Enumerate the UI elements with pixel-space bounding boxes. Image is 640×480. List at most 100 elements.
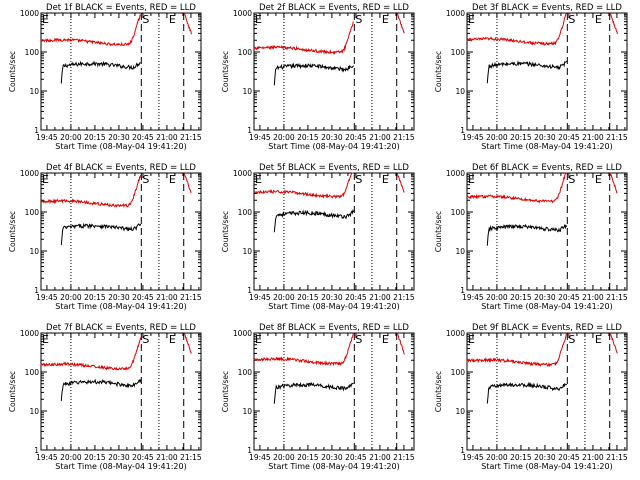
x-tick-label: 20:15 (297, 133, 319, 142)
marker-label-e: E (382, 333, 389, 346)
y-axis-label: Counts/sec (434, 371, 443, 412)
y-tick-label: 10 (29, 247, 39, 256)
x-tick-label: 21:00 (156, 133, 178, 142)
x-tick-label: 20:30 (534, 133, 556, 142)
panel-5: Det 5f BLACK = Events, RED = LLD 1 10 100 10… (221, 163, 415, 311)
y-tick-label: 100 (238, 208, 253, 217)
x-tick-label: 20:45 (558, 293, 580, 302)
x-tick-label: 20:45 (345, 133, 367, 142)
marker-label-s: S (568, 173, 575, 186)
panel-7: Det 7f BLACK = Events, RED = LLD 1 10 100 10… (8, 323, 202, 471)
y-tick-label: 1 (460, 286, 465, 295)
x-axis-label: Start Time (08-May-04 19:41:20) (481, 462, 612, 471)
panel-title: Det 4f BLACK = Events, RED = LLD (46, 163, 196, 173)
x-tick-label: 20:30 (321, 133, 343, 142)
x-tick-label: 20:45 (132, 453, 154, 462)
y-tick-label: 100 (25, 208, 40, 217)
y-tick-label: 1 (34, 286, 39, 295)
panel-3: Det 3f BLACK = Events, RED = LLD 1 10 100 10… (434, 3, 628, 151)
y-tick-label: 100 (25, 48, 40, 57)
x-tick-label: 20:15 (84, 293, 106, 302)
marker-label-e: E (595, 13, 602, 26)
x-tick-label: 20:15 (510, 293, 532, 302)
y-axis-label: Counts/sec (221, 51, 230, 92)
x-tick-label: 20:45 (132, 133, 154, 142)
x-tick-label: 20:45 (345, 453, 367, 462)
lld-series-line-tail (184, 333, 192, 354)
y-axis-label: Counts/sec (434, 211, 443, 252)
y-axis-label: Counts/sec (221, 371, 230, 412)
x-tick-label: 20:30 (108, 133, 130, 142)
x-tick-label: 20:00 (273, 133, 295, 142)
x-tick-label: 21:00 (582, 293, 604, 302)
panel-title: Det 8f BLACK = Events, RED = LLD (259, 323, 409, 333)
x-tick-label: 19:45 (249, 133, 271, 142)
lld-series-line (253, 332, 355, 367)
y-tick-label: 100 (238, 48, 253, 57)
y-tick-label: 10 (29, 407, 39, 416)
y-tick-label: 1 (247, 446, 252, 455)
lld-series-line-tail (609, 172, 618, 194)
x-axis-label: Start Time (08-May-04 19:41:20) (55, 302, 186, 311)
y-tick-label: 10 (29, 87, 39, 96)
plot-frame (466, 172, 628, 291)
y-tick-label: 1 (247, 286, 252, 295)
events-series-line (486, 223, 568, 246)
events-series-line (273, 208, 355, 233)
x-tick-label: 21:00 (156, 453, 178, 462)
y-tick-label: 1000 (20, 169, 39, 178)
y-tick-label: 100 (451, 208, 466, 217)
plot-frame (253, 332, 415, 451)
y-tick-label: 1 (34, 126, 39, 135)
x-tick-label: 20:00 (486, 293, 508, 302)
marker-label-e: E (169, 173, 176, 186)
plot-frame (40, 172, 202, 291)
lld-series-line-tail (396, 332, 405, 355)
x-tick-label: 21:15 (393, 293, 415, 302)
x-axis-label: Start Time (08-May-04 19:41:20) (481, 142, 612, 151)
y-axis-label: Counts/sec (8, 371, 17, 412)
y-axis-label: Counts/sec (8, 51, 17, 92)
y-tick-label: 1000 (446, 329, 465, 338)
plot-frame (40, 12, 202, 131)
x-tick-label: 20:30 (321, 293, 343, 302)
lld-series-line-tail (183, 172, 192, 194)
marker-label-s: S (568, 333, 575, 346)
x-axis-label: Start Time (08-May-04 19:41:20) (55, 462, 186, 471)
x-tick-label: 19:45 (462, 293, 484, 302)
lld-series-line (40, 337, 142, 371)
x-tick-label: 20:45 (132, 293, 154, 302)
marker-label-s: S (142, 173, 149, 186)
x-tick-label: 19:45 (36, 453, 58, 462)
x-tick-label: 20:00 (273, 293, 295, 302)
events-series-line (60, 60, 141, 84)
x-tick-label: 20:30 (534, 293, 556, 302)
events-series-line (486, 60, 568, 84)
y-tick-label: 1 (460, 126, 465, 135)
lld-series-line (253, 172, 354, 199)
lld-series-line (40, 14, 141, 47)
events-series-line (60, 222, 142, 246)
y-tick-label: 1000 (233, 329, 252, 338)
lld-series-line (253, 21, 354, 55)
events-series-line (273, 381, 354, 404)
plot-frame (466, 332, 628, 451)
x-tick-label: 19:45 (462, 453, 484, 462)
x-tick-label: 20:30 (321, 453, 343, 462)
x-tick-label: 21:15 (393, 133, 415, 142)
x-tick-label: 20:30 (108, 453, 130, 462)
x-tick-label: 20:45 (558, 133, 580, 142)
panel-2: Det 2f BLACK = Events, RED = LLD 1 10 100 10… (221, 3, 415, 151)
plot-frame (253, 12, 415, 131)
marker-label-e: E (169, 333, 176, 346)
marker-label-s: S (355, 173, 362, 186)
x-tick-label: 21:00 (156, 293, 178, 302)
panel-title: Det 1f BLACK = Events, RED = LLD (46, 3, 196, 13)
marker-label-e: E (169, 13, 176, 26)
panel-title: Det 6f BLACK = Events, RED = LLD (472, 163, 622, 173)
y-tick-label: 1000 (233, 9, 252, 18)
marker-label-e: E (468, 13, 475, 26)
x-tick-label: 21:15 (606, 453, 628, 462)
panel-1: Det 1f BLACK = Events, RED = LLD 1 10 100 10… (8, 3, 202, 151)
plot-frame (466, 12, 628, 131)
